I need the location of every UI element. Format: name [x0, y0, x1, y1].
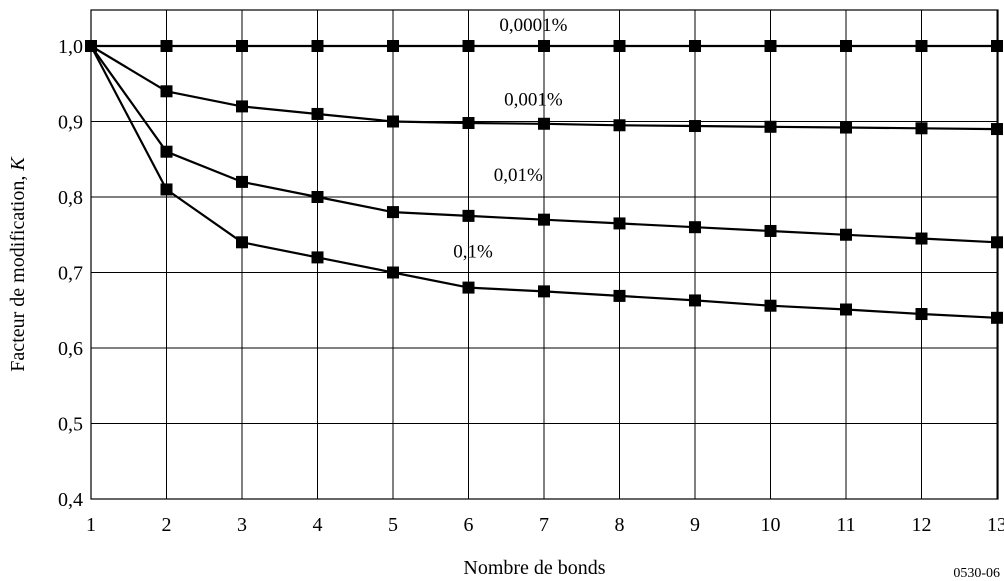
y-tick-labels: 0,4 0,5 0,6 0,7 0,8 0,9 1,0	[58, 36, 83, 511]
data-point-marker	[538, 40, 550, 52]
series-label: 0,0001%	[499, 15, 567, 36]
data-point-marker	[840, 40, 852, 52]
y-tick-label: 0,5	[58, 414, 83, 436]
data-point-marker	[538, 117, 550, 130]
data-point-marker	[991, 236, 1003, 249]
data-point-marker	[991, 40, 1003, 52]
data-point-marker	[311, 251, 324, 264]
y-tick-label: 0,8	[58, 187, 83, 209]
data-point-marker	[613, 119, 626, 132]
data-point-marker	[311, 40, 324, 52]
data-point-marker	[311, 191, 324, 203]
x-tick-label: 11	[836, 514, 855, 536]
data-point-marker	[915, 40, 928, 52]
data-point-marker	[840, 303, 852, 316]
data-point-marker	[689, 221, 701, 234]
data-point-marker	[613, 40, 626, 52]
data-point-marker	[613, 217, 626, 230]
series-label: 0,1%	[453, 241, 493, 262]
data-point-marker	[915, 308, 928, 321]
data-point-marker	[840, 228, 852, 241]
data-point-marker	[311, 107, 324, 120]
data-point-marker	[236, 175, 248, 188]
data-point-marker	[764, 40, 777, 52]
y-tick-label: 0,4	[58, 489, 83, 511]
y-tick-label: 1,0	[58, 36, 83, 58]
data-point-marker	[236, 100, 248, 113]
data-point-marker	[387, 115, 399, 128]
x-tick-label: 12	[912, 514, 932, 536]
x-tick-label: 2	[162, 514, 172, 536]
y-tick-label: 0,6	[58, 338, 83, 360]
x-tick-label: 6	[464, 514, 474, 536]
data-point-marker	[764, 120, 777, 133]
data-point-marker	[160, 40, 173, 52]
y-tick-label: 0,9	[58, 112, 83, 134]
y-axis-title: Facteur de modification, K	[7, 156, 29, 372]
data-point-marker	[840, 121, 852, 134]
data-point-marker	[462, 281, 475, 294]
data-point-marker	[689, 294, 701, 307]
data-point-marker	[915, 122, 928, 135]
data-point-marker	[236, 236, 248, 249]
x-tick-labels: 1 2 3 4 5 6 7 8 9 10 11 12 13	[86, 514, 1004, 536]
data-point-marker	[85, 40, 97, 52]
data-point-marker	[689, 120, 701, 133]
data-point-marker	[387, 40, 399, 52]
x-tick-label: 4	[313, 514, 323, 536]
data-point-marker	[462, 40, 475, 52]
data-point-marker	[991, 123, 1003, 136]
y-tick-label: 0,7	[58, 263, 83, 285]
data-point-marker	[462, 117, 475, 130]
series-label: 0,001%	[504, 90, 563, 111]
data-point-marker	[160, 145, 173, 158]
data-point-marker	[764, 224, 777, 237]
series-labels: 0,0001% 0,001% 0,01% 0,1%	[453, 15, 567, 262]
x-tick-label: 9	[690, 514, 700, 536]
x-tick-label: 1	[86, 514, 96, 536]
x-tick-label: 10	[761, 514, 781, 536]
plot-frame	[90, 9, 999, 500]
y-axis-title-variable: K	[7, 156, 29, 172]
data-point-marker	[462, 209, 475, 222]
data-point-marker	[387, 266, 399, 279]
data-point-marker	[160, 183, 173, 196]
data-point-marker	[613, 289, 626, 302]
x-tick-label: 13	[987, 514, 1004, 536]
data-point-marker	[538, 285, 550, 298]
x-tick-label: 7	[539, 514, 549, 536]
data-point-marker	[538, 213, 550, 226]
x-tick-label: 8	[615, 514, 625, 536]
data-point-marker	[689, 40, 701, 52]
x-tick-label: 3	[237, 514, 247, 536]
grid	[90, 10, 998, 500]
data-point-marker	[915, 232, 928, 245]
data-point-marker	[160, 85, 173, 98]
series-label: 0,01%	[494, 165, 543, 186]
data-point-marker	[387, 206, 399, 219]
x-axis-title: Nombre de bonds	[463, 557, 605, 579]
x-tick-label: 5	[388, 514, 398, 536]
data-point-marker	[764, 299, 777, 312]
series-markers	[85, 40, 1003, 324]
figure-id: 0530-06	[953, 566, 1000, 581]
data-point-marker	[236, 40, 248, 52]
data-point-marker	[991, 311, 1003, 324]
y-axis-title-text: Facteur de modification,	[7, 171, 29, 372]
